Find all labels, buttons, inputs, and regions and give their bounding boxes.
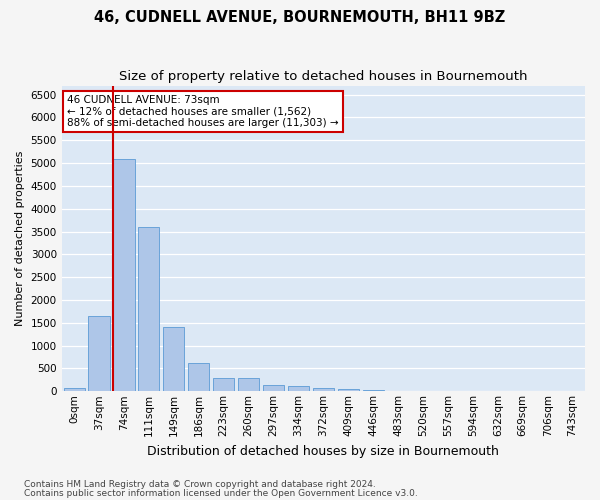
Bar bbox=[263, 384, 284, 392]
Y-axis label: Number of detached properties: Number of detached properties bbox=[15, 150, 25, 326]
Bar bbox=[113, 160, 134, 392]
Bar bbox=[213, 378, 234, 392]
Bar bbox=[88, 316, 110, 392]
Bar bbox=[188, 363, 209, 392]
Text: Contains HM Land Registry data © Crown copyright and database right 2024.: Contains HM Land Registry data © Crown c… bbox=[24, 480, 376, 489]
Text: 46 CUDNELL AVENUE: 73sqm
← 12% of detached houses are smaller (1,562)
88% of sem: 46 CUDNELL AVENUE: 73sqm ← 12% of detach… bbox=[67, 94, 338, 128]
Bar bbox=[362, 390, 384, 392]
Text: Contains public sector information licensed under the Open Government Licence v3: Contains public sector information licen… bbox=[24, 490, 418, 498]
Bar bbox=[138, 227, 160, 392]
Bar bbox=[64, 388, 85, 392]
Bar bbox=[163, 328, 184, 392]
Bar bbox=[238, 378, 259, 392]
Bar bbox=[313, 388, 334, 392]
Title: Size of property relative to detached houses in Bournemouth: Size of property relative to detached ho… bbox=[119, 70, 527, 83]
X-axis label: Distribution of detached houses by size in Bournemouth: Distribution of detached houses by size … bbox=[148, 444, 499, 458]
Bar bbox=[338, 389, 359, 392]
Text: 46, CUDNELL AVENUE, BOURNEMOUTH, BH11 9BZ: 46, CUDNELL AVENUE, BOURNEMOUTH, BH11 9B… bbox=[94, 10, 506, 25]
Bar bbox=[288, 386, 309, 392]
